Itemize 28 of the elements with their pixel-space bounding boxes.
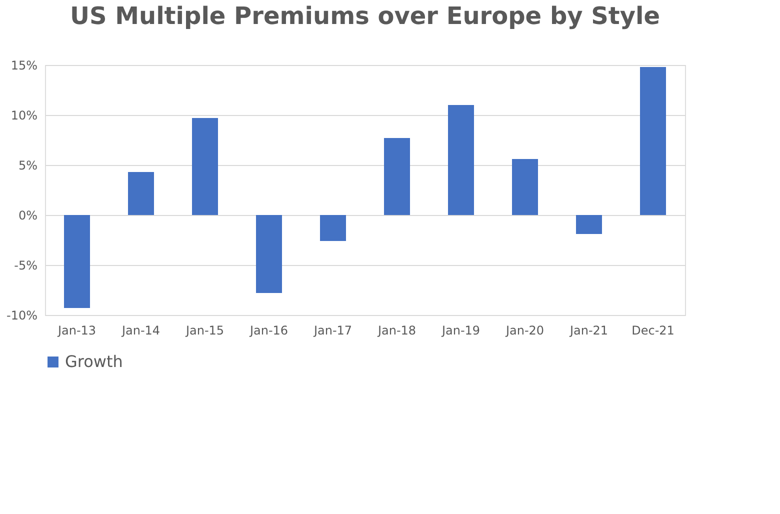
chart-title: US Multiple Premiums over Europe by Style xyxy=(70,2,660,30)
bar xyxy=(640,67,666,215)
y-tick-label: 0% xyxy=(18,208,38,222)
bar xyxy=(512,159,538,215)
x-tick-label: Jan-18 xyxy=(376,324,416,338)
bar xyxy=(576,215,602,234)
y-tick-label: 15% xyxy=(10,58,38,72)
legend-label: Growth xyxy=(65,352,123,371)
x-tick-label: Jan-16 xyxy=(248,324,288,338)
x-tick-label: Jan-13 xyxy=(56,324,96,338)
bar xyxy=(192,118,218,215)
bar xyxy=(448,105,474,215)
y-tick-label: -5% xyxy=(14,258,38,272)
y-tick-label: 5% xyxy=(18,158,38,172)
bar xyxy=(384,138,410,215)
y-tick-label: -10% xyxy=(6,308,38,322)
x-tick-label: Jan-19 xyxy=(440,324,480,338)
bar xyxy=(64,215,90,308)
y-tick-label: 10% xyxy=(10,108,38,122)
bar xyxy=(320,215,346,241)
x-tick-label: Jan-20 xyxy=(504,324,544,338)
x-tick-label: Jan-15 xyxy=(184,324,224,338)
bar xyxy=(128,172,154,215)
x-tick-label: Jan-21 xyxy=(568,324,608,338)
x-tick-label: Dec-21 xyxy=(632,324,674,338)
x-tick-label: Jan-17 xyxy=(312,324,352,338)
x-tick-label: Jan-14 xyxy=(120,324,160,338)
bar xyxy=(256,215,282,293)
